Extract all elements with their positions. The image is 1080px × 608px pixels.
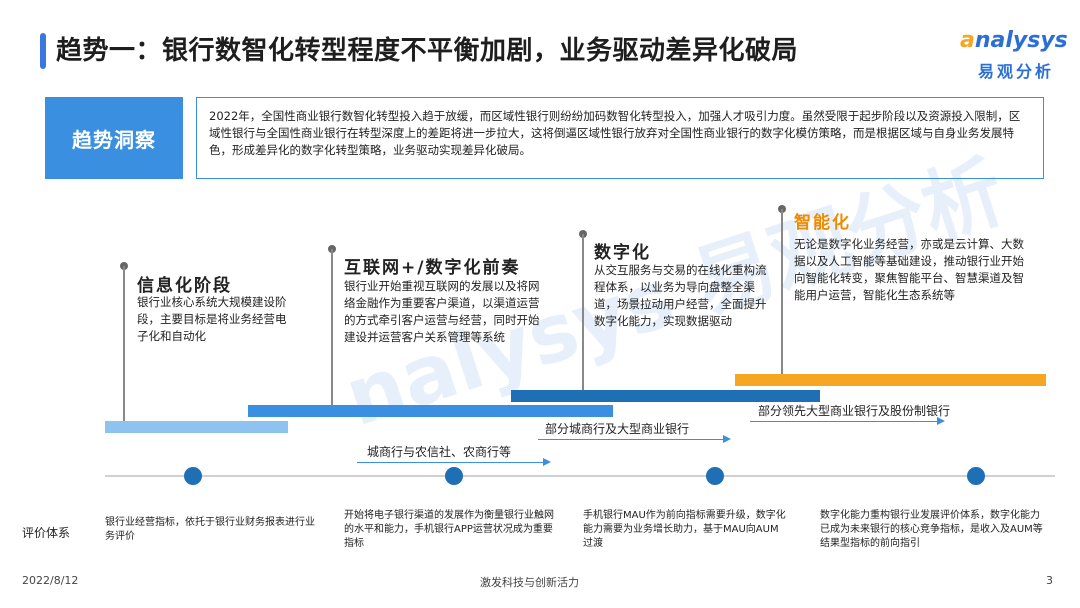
arrow-line: [750, 421, 937, 422]
insight-text: 2022年，全国性商业银行数智化转型投入趋于放缓，而区域性银行则纷纷加码数智化转…: [196, 97, 1044, 179]
stage-bar-informatization: [105, 421, 288, 433]
stage-title-internet: 互联网+/数字化前奏: [344, 258, 521, 278]
evaluation-text: 开始将电子银行渠道的发展作为衡量银行业触网的水平和能力，手机银行APP运营状况成…: [344, 510, 554, 549]
arrow-line: [357, 462, 543, 463]
stage-title-digitalization: 数字化: [594, 243, 651, 263]
stage-desc-internet: 银行业开始重视互联网的发展以及将网络金融作为重要客户渠道，以渠道运营的方式牵引客…: [344, 279, 540, 344]
logo-wordmark: analysys: [960, 28, 1068, 53]
stage-marker-line: [582, 234, 584, 397]
stage-desc-informatization: 银行业核心系统大规模建设阶段，主要目标是将业务经营电子化和自动化: [137, 295, 287, 343]
arrow-label-city-large-banks: 部分城商行及大型商业银行: [545, 422, 690, 436]
stage-marker-line: [331, 249, 333, 412]
timeline-axis: [105, 475, 1055, 477]
timeline-node: [967, 467, 985, 485]
stage-desc-digitalization: 从交互服务与交易的在线化重构流程体系，以业务为导向盘整全渠道，场景拉动用户经营，…: [594, 263, 767, 328]
logo-chinese: 易观分析: [978, 62, 1055, 81]
stage-title-informatization: 信息化阶段: [137, 276, 232, 296]
evaluation-text: 手机银行MAU作为前向指标需要升级，数字化能力需要为业务增长助力，基于MAU向A…: [583, 510, 786, 549]
arrow-right-icon: [937, 417, 945, 425]
stage-marker-line: [781, 209, 783, 379]
arrow-label-regional-banks: 城商行与农信社、农商行等: [367, 445, 512, 459]
stage-bar-intelligence: [735, 374, 1046, 386]
footer-date: 2022/8/12: [22, 574, 79, 587]
stage-title-intelligence: 智能化: [794, 213, 851, 233]
timeline-node: [184, 467, 202, 485]
arrow-line: [538, 439, 723, 440]
stage-desc-intelligence: 无论是数字化业务经营，亦或是云计算、大数据以及人工智能等基础建设，推动银行业开始…: [794, 237, 1024, 302]
title-accent-bar: [40, 33, 46, 69]
logo-initial: a: [960, 28, 975, 53]
evaluation-text: 数字化能力重构银行业发展评价体系，数字化能力已成为未来银行的核心竞争指标，是收入…: [820, 510, 1043, 549]
logo-rest: nalysys: [974, 28, 1068, 53]
arrow-label-leading-banks: 部分领先大型商业银行及股份制银行: [758, 404, 951, 418]
timeline-node: [706, 467, 724, 485]
page-number: 3: [1046, 574, 1053, 587]
insight-label: 趋势洞察: [45, 97, 183, 179]
footer-slogan: 激发科技与创新活力: [480, 576, 579, 589]
stage-marker-line: [123, 266, 125, 426]
page-title: 趋势一：银行数智化转型程度不平衡加剧，业务驱动差异化破局: [56, 36, 799, 66]
evaluation-text: 银行业经营指标，依托于银行业财务报表进行业务评价: [105, 517, 315, 542]
stage-bar-digitalization: [511, 390, 820, 402]
arrow-right-icon: [543, 458, 551, 466]
arrow-right-icon: [723, 435, 731, 443]
timeline-node: [445, 467, 463, 485]
evaluation-label: 评价体系: [22, 526, 71, 540]
stage-bar-internet: [248, 405, 613, 417]
